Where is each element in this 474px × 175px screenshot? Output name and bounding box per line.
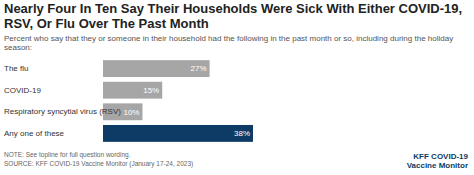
text-line: season: [4,43,32,52]
bars [103,60,253,142]
text-line: RSV, Or Flu Over The Past Month [4,16,209,31]
bar [103,60,210,77]
tick: COVID-19 [4,86,41,95]
data-label: 27% [191,64,207,73]
note: NOTE: See topline for full question word… [4,151,131,159]
data-label: 38% [234,129,250,138]
tick: Respiratory syncytial virus (RSV) [4,107,121,116]
data-label: 15% [143,86,159,95]
tick-label: Any one of these [4,129,65,138]
tick: Any one of these [4,129,65,138]
tick-label: COVID-19 [4,86,41,95]
note: SOURCE: KFF COVID-19 Vaccine Monitor (Ja… [4,160,193,168]
logo-text: KFF COVID-19 [413,152,468,161]
logo: KFF COVID-19Vaccine Monitor [407,152,469,170]
bar [103,82,162,99]
tick-label: The flu [4,64,28,73]
data-labels: 27% 15% 10% 38% [123,64,250,138]
text-line: Nearly Four In Ten Say Their Households … [4,1,462,16]
data-label: 10% [123,108,139,117]
tick: The flu [4,64,28,73]
chart: Nearly Four In Ten Say Their Households … [0,0,474,175]
bar [103,125,253,142]
subtitle: Percent who say that they or someone in … [4,34,453,52]
text-line: Percent who say that they or someone in … [4,34,453,43]
tick-label: Respiratory syncytial virus (RSV) [4,107,121,116]
logo-text: Vaccine Monitor [407,161,468,170]
title: Nearly Four In Ten Say Their Households … [4,1,462,31]
notes: NOTE: See topline for full question word… [4,151,193,168]
y-axis: The flu COVID-19 Respiratory syncytial vir… [4,64,121,138]
